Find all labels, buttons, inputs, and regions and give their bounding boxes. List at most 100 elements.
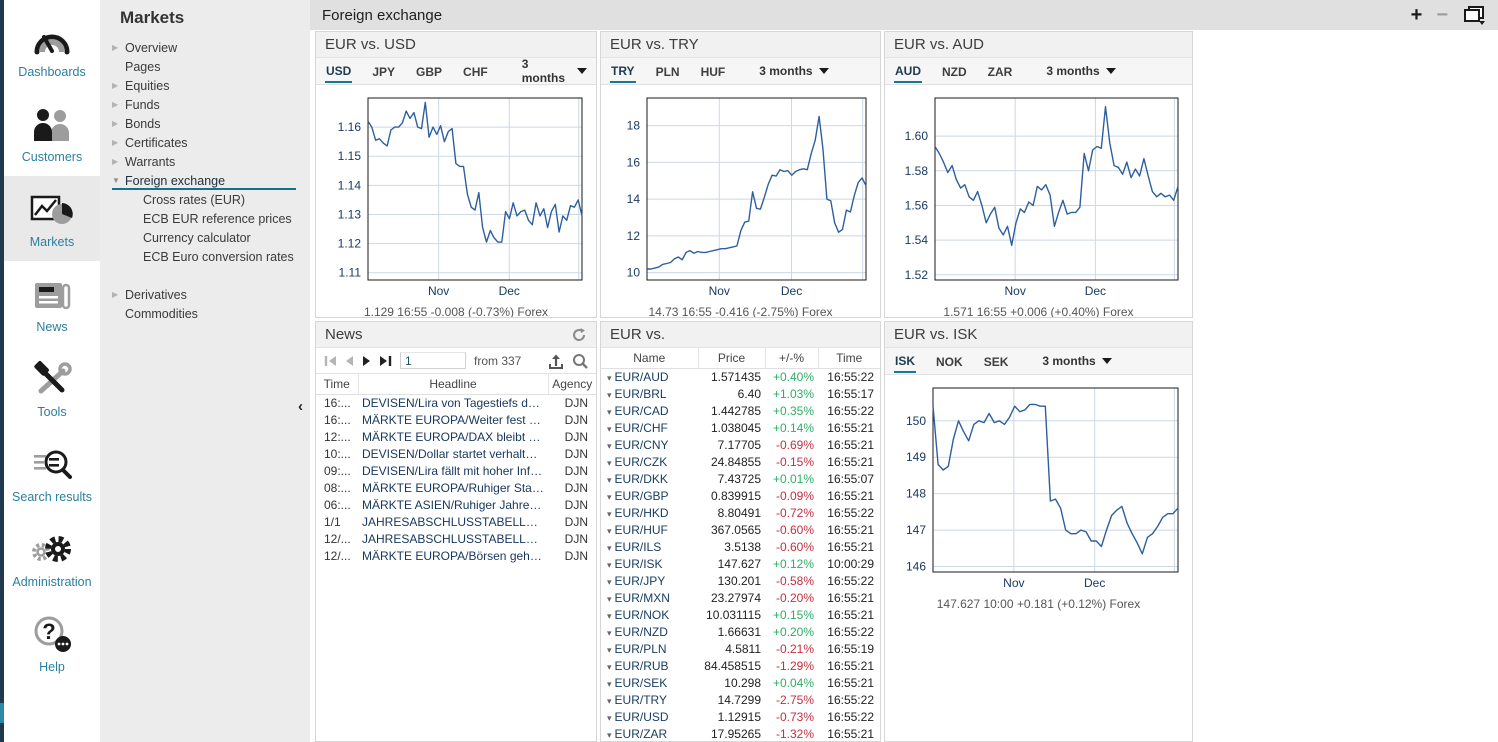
news-headline-link[interactable]: JAHRESABSCHLUSSTABELLE 2021/I... <box>362 514 548 529</box>
chevron-right-icon[interactable]: ▶ <box>112 119 119 128</box>
sidebar-item-customers[interactable]: Customers <box>4 91 100 176</box>
quote-name[interactable]: ▾ EUR/HUF <box>607 522 668 537</box>
expand-icon[interactable]: ▾ <box>607 525 612 536</box>
quotes-col-time[interactable]: Time <box>817 348 880 369</box>
period-selector[interactable]: 3 months <box>1042 354 1112 368</box>
quote-row-eur-huf[interactable]: ▾ EUR/HUF 367.0565 -0.60% 16:55:21 <box>601 521 880 538</box>
minimize-button[interactable]: − <box>1436 3 1448 26</box>
quote-name[interactable]: ▾ EUR/HKD <box>607 505 669 520</box>
news-headline-link[interactable]: MÄRKTE EUROPA/Ruhiger Start in... <box>362 480 548 495</box>
tab-sek[interactable]: SEK <box>983 354 1009 369</box>
quotes-col-name[interactable]: Name <box>601 348 698 369</box>
quote-name[interactable]: ▾ EUR/CHF <box>607 420 668 435</box>
quote-name[interactable]: ▾ EUR/PLN <box>607 641 667 656</box>
nav-item-pages[interactable]: Pages <box>100 57 310 76</box>
news-row[interactable]: 16:... DEVISEN/Lira von Tagestiefs deutli… <box>316 394 596 411</box>
expand-icon[interactable]: ▾ <box>607 542 612 553</box>
quote-name[interactable]: ▾ EUR/NZD <box>607 624 668 639</box>
tab-chf[interactable]: CHF <box>463 64 488 79</box>
sidebar-item-dashboards[interactable]: Dashboards <box>4 6 100 91</box>
sidebar-item-tools[interactable]: Tools <box>4 346 100 431</box>
last-page-button[interactable] <box>379 355 392 367</box>
quote-name[interactable]: ▾ EUR/BRL <box>607 386 667 401</box>
news-headline-link[interactable]: DEVISEN/Dollar startet verhalten i... <box>362 446 548 461</box>
news-headline-link[interactable]: MÄRKTE EUROPA/DAX bleibt über ... <box>362 429 548 444</box>
quote-row-eur-hkd[interactable]: ▾ EUR/HKD 8.80491 -0.72% 16:55:22 <box>601 504 880 521</box>
news-row[interactable]: 09:... DEVISEN/Lira fällt mit hoher Infla… <box>316 462 596 479</box>
quote-row-eur-rub[interactable]: ▾ EUR/RUB 84.458515 -1.29% 16:55:21 <box>601 657 880 674</box>
chevron-down-icon[interactable]: ▼ <box>112 176 120 185</box>
news-headline-link[interactable]: MÄRKTE ASIEN/Ruhiger Jahresauft... <box>362 497 548 512</box>
expand-icon[interactable]: ▾ <box>607 491 612 502</box>
expand-icon[interactable]: ▾ <box>607 559 612 570</box>
chevron-right-icon[interactable]: ▶ <box>112 138 119 147</box>
quote-row-eur-chf[interactable]: ▾ EUR/CHF 1.038045 +0.14% 16:55:21 <box>601 419 880 436</box>
quote-row-eur-ils[interactable]: ▾ EUR/ILS 3.5138 -0.60% 16:55:21 <box>601 538 880 555</box>
page-number-input[interactable] <box>400 352 466 369</box>
news-row[interactable]: 12/... MÄRKTE EUROPA/Börsen gehen k... DJN <box>316 547 596 564</box>
quote-name[interactable]: ▾ EUR/JPY <box>607 573 666 588</box>
news-headline-link[interactable]: MÄRKTE EUROPA/Börsen gehen k... <box>362 548 548 563</box>
tab-zar[interactable]: ZAR <box>987 64 1013 79</box>
expand-icon[interactable]: ▾ <box>607 508 612 519</box>
expand-icon[interactable]: ▾ <box>607 457 612 468</box>
chevron-right-icon[interactable]: ▶ <box>112 157 119 166</box>
expand-icon[interactable]: ▾ <box>607 423 612 434</box>
quote-row-eur-sek[interactable]: ▾ EUR/SEK 10.298 +0.04% 16:55:21 <box>601 674 880 691</box>
first-page-button[interactable] <box>324 355 337 367</box>
news-headline-link[interactable]: MÄRKTE EUROPA/Weiter fest - Ive... <box>362 412 548 427</box>
expand-icon[interactable]: ▾ <box>607 593 612 604</box>
sidebar-item-administration[interactable]: Administration <box>4 516 100 601</box>
collapse-nav-button[interactable]: ‹ <box>298 398 303 415</box>
quote-name[interactable]: ▾ EUR/SEK <box>607 675 668 690</box>
window-layout-button[interactable] <box>1462 5 1486 25</box>
tab-aud[interactable]: AUD <box>894 60 922 83</box>
nav-item-overview[interactable]: ▶ Overview <box>100 38 310 57</box>
news-row[interactable]: 08:... MÄRKTE EUROPA/Ruhiger Start in... D… <box>316 479 596 496</box>
news-headline-link[interactable]: DEVISEN/Lira von Tagestiefs deutli... <box>362 395 548 410</box>
chevron-right-icon[interactable]: ▶ <box>112 43 119 52</box>
quote-row-eur-isk[interactable]: ▾ EUR/ISK 147.627 +0.12% 10:00:29 <box>601 555 880 572</box>
nav-item-commodities[interactable]: Commodities <box>100 304 310 323</box>
expand-icon[interactable]: ▾ <box>607 695 612 706</box>
expand-icon[interactable]: ▾ <box>607 474 612 485</box>
nav-item-currency-calculator[interactable]: Currency calculator <box>100 228 310 247</box>
period-selector[interactable]: 3 months <box>1046 64 1116 78</box>
expand-icon[interactable]: ▾ <box>607 389 612 400</box>
nav-item-ecb-eur-reference-prices[interactable]: ECB EUR reference prices <box>100 209 310 228</box>
news-headline-link[interactable]: DEVISEN/Lira fällt mit hoher Inflati... <box>362 463 548 478</box>
news-col-time[interactable]: Time <box>316 374 358 395</box>
quote-name[interactable]: ▾ EUR/ZAR <box>607 726 668 741</box>
refresh-button[interactable] <box>571 327 587 343</box>
nav-item-ecb-euro-conversion-rates[interactable]: ECB Euro conversion rates <box>100 247 310 266</box>
nav-item-cross-rates-eur-[interactable]: Cross rates (EUR) <box>100 190 310 209</box>
news-row[interactable]: 12/... JAHRESABSCHLUSSTABELLE 2021/I... DJ… <box>316 530 596 547</box>
expand-icon[interactable]: ▾ <box>607 440 612 451</box>
quotes-col-change[interactable]: +/-% <box>764 348 818 369</box>
quote-row-eur-cny[interactable]: ▾ EUR/CNY 7.17705 -0.69% 16:55:21 <box>601 436 880 453</box>
nav-item-equities[interactable]: ▶ Equities <box>100 76 310 95</box>
expand-icon[interactable]: ▾ <box>607 729 612 740</box>
search-button[interactable] <box>572 353 588 369</box>
tab-isk[interactable]: ISK <box>894 350 917 373</box>
quote-row-eur-try[interactable]: ▾ EUR/TRY 14.7299 -2.75% 16:55:22 <box>601 691 880 708</box>
next-page-button[interactable] <box>362 355 371 367</box>
tab-huf[interactable]: HUF <box>700 64 726 79</box>
news-col-agency[interactable]: Agency <box>547 374 596 395</box>
expand-icon[interactable]: ▾ <box>607 712 612 723</box>
quote-name[interactable]: ▾ EUR/CZK <box>607 454 668 469</box>
quote-row-eur-nok[interactable]: ▾ EUR/NOK 10.031115 +0.15% 16:55:21 <box>601 606 880 623</box>
quote-name[interactable]: ▾ EUR/MXN <box>607 590 670 605</box>
quotes-col-price[interactable]: Price <box>697 348 765 369</box>
tab-gbp[interactable]: GBP <box>416 64 443 79</box>
quote-name[interactable]: ▾ EUR/AUD <box>607 369 669 384</box>
nav-item-foreign-exchange[interactable]: ▼ Foreign exchange <box>100 171 310 190</box>
quote-name[interactable]: ▾ EUR/DKK <box>607 471 668 486</box>
export-button[interactable] <box>548 353 564 369</box>
tab-jpy[interactable]: JPY <box>372 64 396 79</box>
quote-row-eur-gbp[interactable]: ▾ EUR/GBP 0.839915 -0.09% 16:55:21 <box>601 487 880 504</box>
quote-row-eur-dkk[interactable]: ▾ EUR/DKK 7.43725 +0.01% 16:55:07 <box>601 470 880 487</box>
sidebar-item-markets[interactable]: Markets <box>4 176 100 261</box>
quote-row-eur-pln[interactable]: ▾ EUR/PLN 4.5811 -0.21% 16:55:19 <box>601 640 880 657</box>
quote-row-eur-nzd[interactable]: ▾ EUR/NZD 1.66631 +0.20% 16:55:22 <box>601 623 880 640</box>
